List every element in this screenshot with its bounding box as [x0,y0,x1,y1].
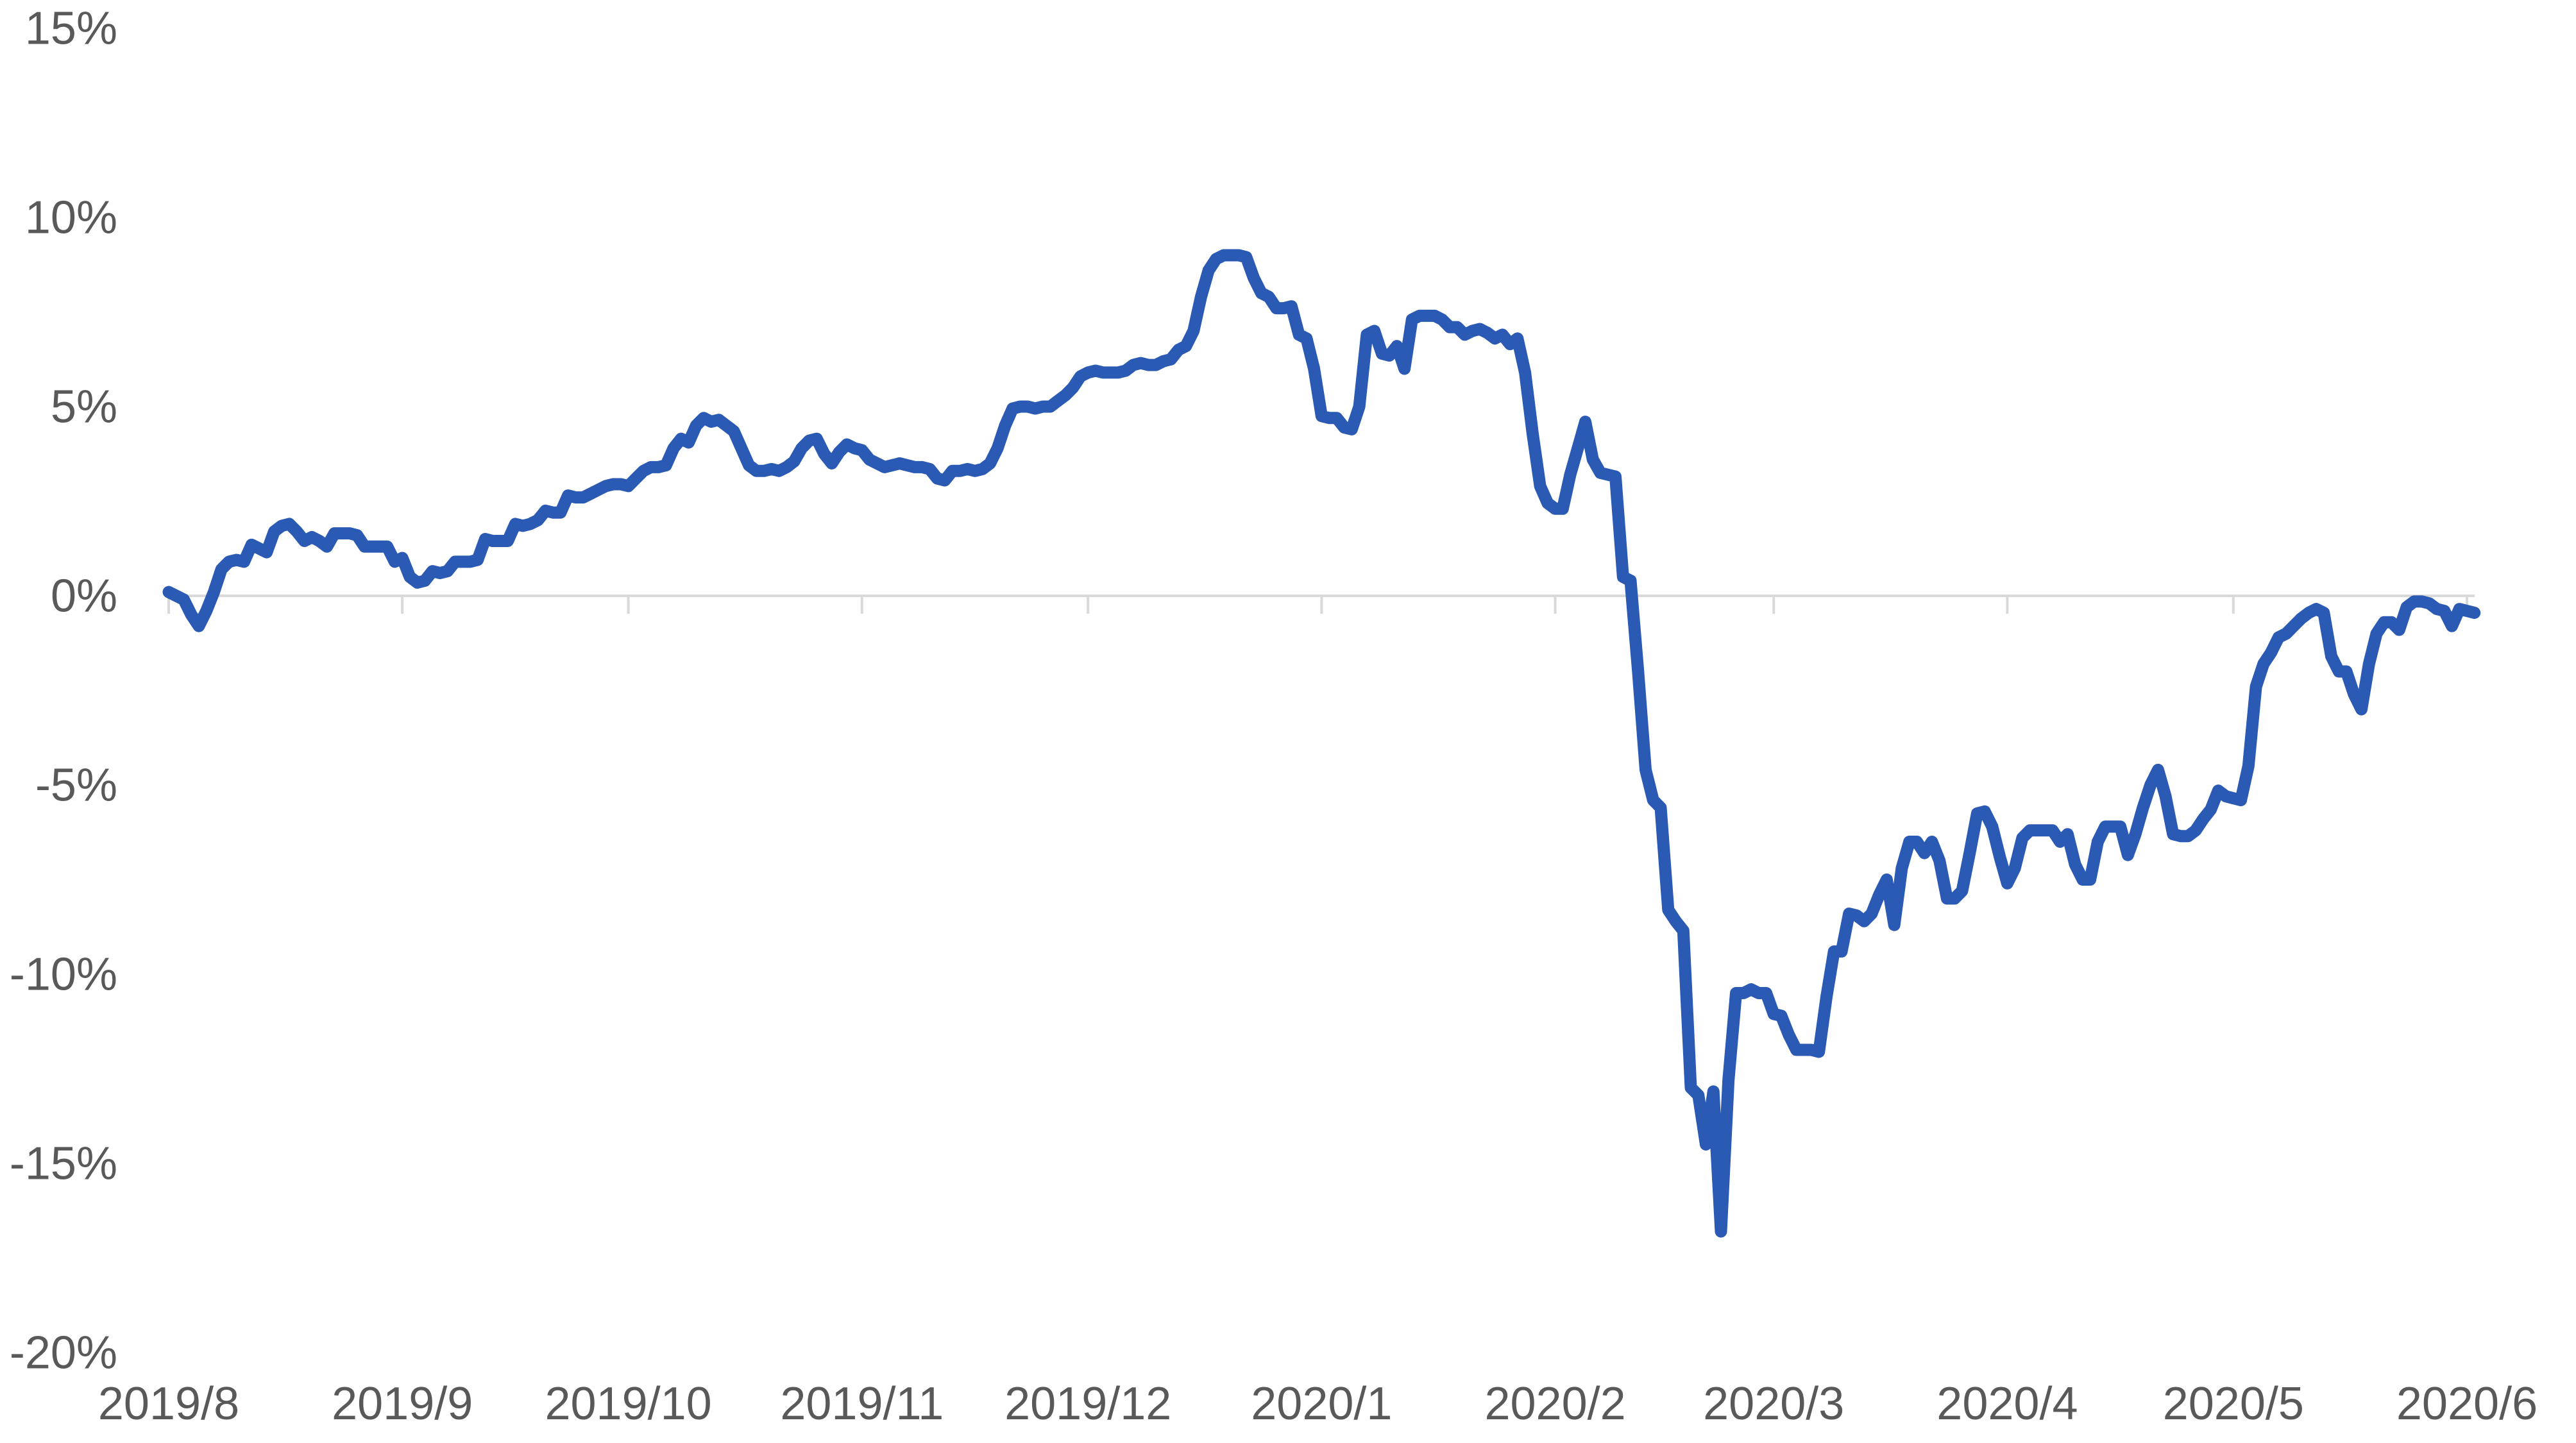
y-axis-label: -10% [10,949,117,1000]
x-axis-label: 2020/1 [1251,1378,1392,1430]
x-axis-label: 2019/11 [780,1378,944,1430]
y-axis-label: 15% [25,3,117,54]
x-axis-label: 2019/12 [1004,1378,1171,1430]
series-line [162,249,2481,1238]
y-axis-label: -5% [35,759,117,811]
y-axis-label: 10% [25,192,117,243]
x-axis-label: 2020/3 [1703,1378,1844,1430]
x-axis-label: 2020/4 [1936,1378,2078,1430]
x-axis-label: 2019/10 [545,1378,711,1430]
y-axis-label: -20% [10,1327,117,1378]
x-axis-label: 2019/8 [98,1378,239,1430]
x-axis-label: 2020/6 [2396,1378,2538,1430]
x-axis-label: 2020/5 [2163,1378,2304,1430]
x-axis-label: 2020/2 [1484,1378,1625,1430]
y-axis-label: 0% [51,570,117,621]
x-axis-label: 2019/9 [332,1378,473,1430]
y-axis-label: 5% [51,381,117,432]
y-axis-label: -15% [10,1138,117,1189]
